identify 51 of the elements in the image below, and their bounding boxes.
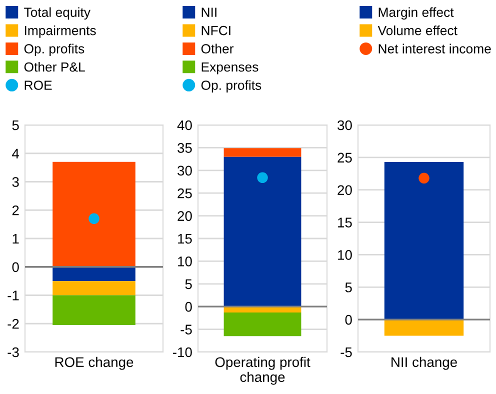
legend-label: Impairments (24, 26, 96, 38)
y-tick-label: -5 (340, 347, 352, 358)
y-tick-label: 35 (178, 143, 192, 153)
bar (52, 266, 136, 282)
y-tick-label: 40 (177, 120, 192, 130)
bar (52, 281, 136, 296)
legend-label: NFCI (202, 26, 230, 36)
y-tick-label: 25 (338, 152, 352, 163)
y-tick-label: 5 (185, 279, 192, 290)
x-tick-label: ROE change (55, 356, 134, 370)
x-tick-label: Operating profit change (215, 356, 310, 385)
bar (224, 148, 302, 157)
y-tick-label: 10 (338, 250, 352, 260)
y-tick-label: 1 (12, 234, 19, 244)
legend-label: Op. profits (24, 44, 84, 56)
y-tick-label: 0 (345, 314, 352, 325)
legend-label: Net interest income (378, 44, 491, 54)
legend-label: NII (202, 8, 216, 17)
y-tick-label: 20 (338, 185, 352, 196)
y-tick-label: -1 (8, 290, 19, 300)
y-tick-label: -10 (172, 347, 192, 358)
x-tick-label: NII change (392, 356, 457, 370)
y-tick-label: 30 (338, 120, 352, 130)
legend-label: Op. profits (201, 80, 262, 93)
y-tick-label: 10 (178, 256, 192, 266)
bar (52, 162, 136, 267)
y-tick-label: -3 (8, 347, 19, 358)
legend-label: Other (201, 44, 234, 54)
legend-label: Other P&L (24, 62, 85, 72)
y-tick-label: 0 (185, 302, 192, 312)
y-tick-label: 5 (345, 282, 352, 292)
y-tick-label: 5 (12, 120, 19, 130)
legend-label: Volume effect (378, 26, 458, 36)
bar (52, 295, 136, 326)
y-tick-label: 3 (12, 177, 19, 187)
y-tick-label: 15 (178, 234, 192, 244)
legend-label: Expenses (202, 62, 258, 74)
legend-label: Margin effect (378, 7, 454, 20)
y-tick-label: -2 (8, 318, 19, 329)
y-tick-label: 2 (12, 205, 19, 216)
bar (224, 156, 302, 307)
legend-label: Total equity (24, 7, 90, 20)
y-tick-label: 25 (178, 188, 192, 198)
legend-label: ROE (24, 80, 52, 90)
y-tick-label: 30 (178, 166, 192, 176)
y-tick-label: 15 (338, 218, 352, 228)
y-tick-label: 20 (178, 211, 192, 221)
bar (224, 312, 302, 336)
y-tick-label: -5 (180, 324, 192, 334)
y-tick-label: 4 (12, 148, 20, 158)
y-tick-label: 0 (12, 262, 19, 272)
